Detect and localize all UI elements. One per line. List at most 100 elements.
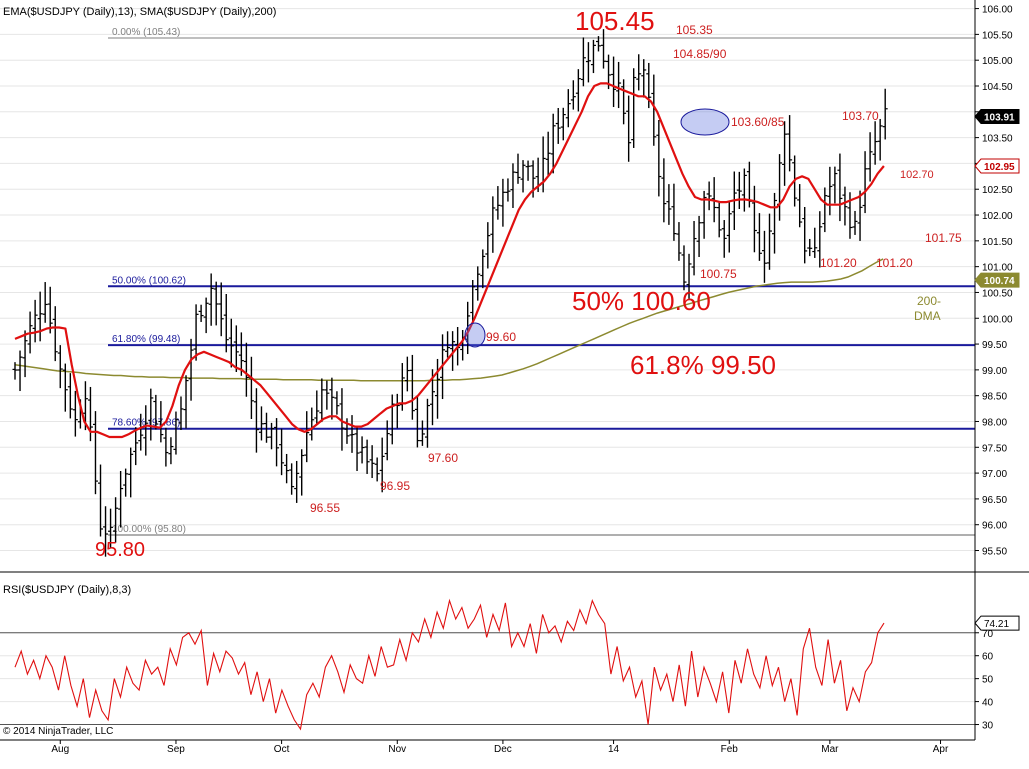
price-tag-label: 100.74 bbox=[984, 276, 1015, 287]
ohlc-bar bbox=[158, 401, 164, 443]
ohlc-bar bbox=[409, 354, 415, 420]
annotation-label: 200- bbox=[917, 294, 941, 308]
x-tick-label: Mar bbox=[821, 744, 839, 755]
ohlc-bar bbox=[631, 68, 637, 148]
ohlc-bar bbox=[656, 120, 662, 197]
main-y-tick-label: 102.50 bbox=[982, 185, 1013, 196]
ohlc-bar bbox=[616, 61, 622, 109]
x-tick-label: Apr bbox=[933, 744, 949, 755]
ohlc-bar bbox=[802, 206, 808, 264]
ohlc-bar bbox=[736, 171, 742, 210]
ohlc-bar bbox=[787, 115, 793, 172]
ohlc-bar bbox=[626, 95, 632, 162]
ohlc-bar bbox=[223, 293, 229, 353]
annotations: 105.45 105.35 104.85/90 103.60/85 103.70 102.… bbox=[95, 6, 962, 561]
ohlc-bar bbox=[882, 88, 888, 140]
ohlc-bar bbox=[354, 426, 360, 472]
ohlc-bar bbox=[294, 460, 300, 503]
annotation-label: 104.85/90 bbox=[673, 47, 727, 61]
rsi-polyline bbox=[14, 598, 885, 731]
ohlc-bar bbox=[369, 445, 375, 479]
ohlc-bar bbox=[691, 220, 697, 276]
ohlc-bar bbox=[213, 281, 219, 326]
annotation-label: DMA bbox=[914, 309, 941, 323]
ohlc-bar bbox=[419, 420, 425, 446]
ohlc-bar bbox=[807, 238, 813, 257]
ohlc-bar bbox=[424, 398, 430, 448]
ema-13-polyline bbox=[14, 82, 885, 439]
main-y-tick-label: 103.50 bbox=[982, 134, 1013, 145]
x-tick-label: Dec bbox=[494, 744, 512, 755]
ohlc-bar bbox=[198, 304, 204, 322]
ohlc-bar bbox=[782, 121, 788, 186]
ohlc-bar bbox=[284, 453, 290, 484]
ohlc-bar bbox=[832, 166, 838, 204]
ohlc-bar bbox=[450, 331, 456, 371]
annotation-label: 50% 100.60 bbox=[572, 286, 711, 316]
ohlc-bar bbox=[47, 286, 53, 334]
ohlc-bar bbox=[560, 107, 566, 141]
ohlc-bar bbox=[585, 42, 591, 83]
rsi-current-label: 74.21 bbox=[984, 619, 1009, 630]
ohlc-bar bbox=[143, 405, 149, 456]
ohlc-bar bbox=[299, 449, 305, 496]
main-y-tick-label: 101.00 bbox=[982, 263, 1013, 274]
ohlc-bar bbox=[580, 37, 586, 87]
ohlc-bar bbox=[590, 39, 596, 74]
ohlc-bar bbox=[359, 436, 365, 464]
ohlc-bar bbox=[67, 373, 73, 419]
ohlc-bar bbox=[243, 342, 249, 397]
ohlc-bar bbox=[334, 391, 340, 415]
ema-13-line bbox=[14, 82, 885, 439]
ohlc-bar bbox=[218, 282, 224, 337]
ohlc-bar bbox=[611, 56, 617, 108]
main-y-tick-label: 98.00 bbox=[982, 417, 1007, 428]
ohlc-bar bbox=[822, 187, 828, 233]
main-y-tick-label: 102.00 bbox=[982, 211, 1013, 222]
ohlc-bar bbox=[767, 213, 772, 270]
ohlc-bar bbox=[852, 210, 858, 235]
ohlc-bar bbox=[797, 184, 803, 228]
main-y-tick-label: 98.50 bbox=[982, 392, 1007, 403]
x-tick-label: Feb bbox=[721, 744, 739, 755]
annotation-label: 99.60 bbox=[486, 330, 516, 344]
ohlc-bar bbox=[178, 396, 184, 431]
main-y-tick-label: 99.50 bbox=[982, 340, 1007, 351]
ohlc-bar bbox=[480, 249, 486, 289]
ohlc-bar bbox=[12, 362, 18, 380]
ohlc-bar bbox=[208, 273, 214, 326]
ohlc-bar bbox=[661, 158, 667, 223]
ohlc-bar bbox=[309, 407, 315, 441]
rsi-y-tick-label: 30 bbox=[982, 721, 994, 732]
annotation-label: 105.35 bbox=[676, 23, 713, 37]
ohlc-bar bbox=[304, 411, 310, 463]
ohlc-bar bbox=[686, 253, 692, 299]
ohlc-bar bbox=[641, 59, 647, 98]
ohlc-bar bbox=[339, 388, 345, 451]
ohlc-bar bbox=[681, 245, 687, 291]
ohlc-bar bbox=[636, 54, 642, 91]
main-y-tick-label: 100.00 bbox=[982, 314, 1013, 325]
x-tick-label: Oct bbox=[274, 744, 290, 755]
ohlc-bar bbox=[500, 178, 506, 227]
ohlc-bar bbox=[520, 160, 526, 193]
ohlc-bar bbox=[495, 186, 501, 220]
ohlc-bar bbox=[349, 415, 355, 453]
ohlc-bar bbox=[108, 508, 114, 548]
ohlc-bar bbox=[168, 437, 174, 465]
ohlc-bar bbox=[485, 222, 491, 269]
ohlc-bar bbox=[289, 463, 295, 495]
main-y-tick-label: 101.50 bbox=[982, 237, 1013, 248]
ohlc-bar bbox=[103, 506, 109, 557]
ohlc-bar bbox=[666, 184, 672, 225]
ohlc-bar bbox=[32, 299, 38, 343]
ohlc-bar bbox=[404, 356, 410, 392]
annotation-label: 95.80 bbox=[95, 539, 145, 561]
ohlc-bar bbox=[153, 394, 159, 430]
annotation-label: 96.95 bbox=[380, 479, 410, 493]
main-gridlines bbox=[0, 8, 975, 552]
ohlc-bar bbox=[877, 118, 883, 161]
rsi-y-tick-label: 60 bbox=[982, 652, 994, 663]
copyright-text: © 2014 NinjaTrader, LLC bbox=[3, 726, 113, 737]
